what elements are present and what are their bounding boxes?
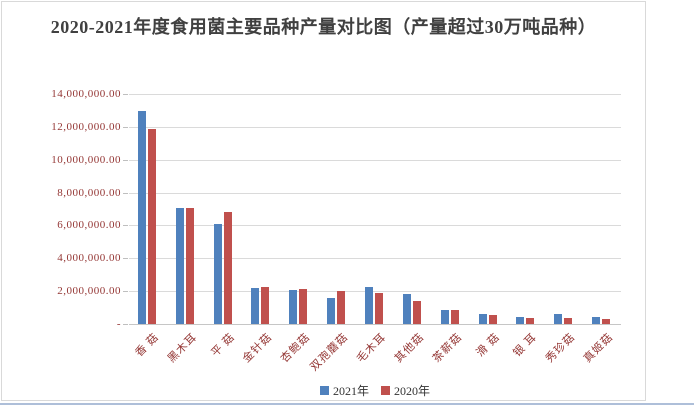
gridline	[129, 94, 621, 95]
bar-2020年-秀珍菇	[564, 318, 572, 324]
bar-2021年-香菇	[138, 111, 146, 324]
x-category-label: 金针菇	[240, 331, 275, 366]
bar-2020年-真姬菇	[602, 319, 610, 324]
x-category-label: 双孢蘑菇	[308, 331, 351, 374]
bar-2021年-其他菇	[403, 294, 411, 324]
bar-2021年-毛木耳	[365, 287, 373, 324]
bar-2020年-金针菇	[261, 287, 269, 324]
chart-title: 2020-2021年度食用菌主要品种产量对比图（产量超过30万吨品种）	[50, 17, 597, 37]
bar-2021年-金针菇	[251, 288, 259, 324]
bar-2020年-香菇	[148, 129, 156, 324]
x-category-label: 真姬菇	[581, 331, 616, 366]
bar-2021年-茶薪菇	[441, 310, 449, 324]
bar-2021年-银耳	[516, 317, 524, 324]
bar-2020年-其他菇	[413, 301, 421, 324]
legend-swatch-icon	[319, 386, 329, 395]
y-tick-label: 4,000,000.00	[57, 252, 121, 264]
y-axis-tick	[123, 160, 128, 161]
bar-2020年-滑菇	[489, 315, 497, 324]
legend: 2021年 2020年	[129, 382, 621, 399]
bar-2020年-杏鲍菇	[299, 289, 307, 324]
x-category-label: 茶薪菇	[430, 331, 465, 366]
legend-item-2020年: 2020年	[381, 382, 430, 399]
x-category-label: 黑木耳	[165, 331, 200, 366]
x-category-label: 银 耳	[511, 331, 540, 360]
gridline	[129, 160, 621, 161]
y-axis-tick	[123, 291, 128, 292]
bar-2020年-茶薪菇	[451, 310, 459, 324]
page-bottom-divider	[0, 403, 694, 405]
bar-2021年-黑木耳	[176, 208, 184, 324]
gridline	[129, 258, 621, 259]
bar-2020年-黑木耳	[186, 208, 194, 324]
y-tick-label: 6,000,000.00	[57, 219, 121, 231]
bar-2020年-双孢蘑菇	[337, 291, 345, 324]
y-axis-tick	[123, 324, 128, 325]
bar-2021年-真姬菇	[592, 317, 600, 324]
legend-label: 2021年	[332, 384, 369, 398]
gridline	[129, 127, 621, 128]
x-category-label: 滑 菇	[474, 331, 503, 360]
bar-2020年-银耳	[526, 318, 534, 324]
chart-container: 2020-2021年度食用菌主要品种产量对比图（产量超过30万吨品种） 香 菇黑…	[1, 1, 646, 401]
bar-2021年-滑菇	[479, 314, 487, 324]
y-axis-tick	[123, 258, 128, 259]
y-axis-tick	[123, 225, 128, 226]
y-tick-label: 14,000,000.00	[51, 88, 121, 100]
y-axis-tick	[123, 94, 128, 95]
x-category-label: 秀珍菇	[543, 331, 578, 366]
gridline	[129, 225, 621, 226]
gridline	[129, 193, 621, 194]
y-axis-tick	[123, 193, 128, 194]
y-tick-label: -	[116, 318, 121, 330]
x-category-label: 香 菇	[133, 331, 162, 360]
x-category-label: 其他菇	[392, 331, 427, 366]
bar-2021年-秀珍菇	[554, 314, 562, 324]
x-category-label: 平 菇	[209, 331, 238, 360]
y-tick-label: 10,000,000.00	[51, 154, 121, 166]
legend-item-2021年: 2021年	[319, 382, 369, 399]
y-tick-label: 2,000,000.00	[57, 285, 121, 297]
bar-2020年-毛木耳	[375, 293, 383, 324]
plot-area: 香 菇黑木耳平 菇金针菇 杏鲍菇 双孢蘑菇 毛木耳 其他菇 茶薪菇滑 菇银 耳秀珍菇 真姬菇	[123, 94, 621, 374]
bar-2021年-双孢蘑菇	[327, 298, 335, 324]
bar-2021年-平菇	[214, 224, 222, 324]
x-axis-line	[129, 324, 621, 325]
bar-2021年-杏鲍菇	[289, 290, 297, 324]
legend-swatch-icon	[381, 386, 390, 395]
y-axis-tick	[123, 127, 128, 128]
y-tick-label: 12,000,000.00	[51, 121, 121, 133]
x-category-label: 毛木耳	[354, 331, 389, 366]
y-tick-label: 8,000,000.00	[57, 187, 121, 199]
legend-label: 2020年	[394, 384, 431, 398]
gridline	[129, 291, 621, 292]
bar-2020年-平菇	[224, 212, 232, 324]
